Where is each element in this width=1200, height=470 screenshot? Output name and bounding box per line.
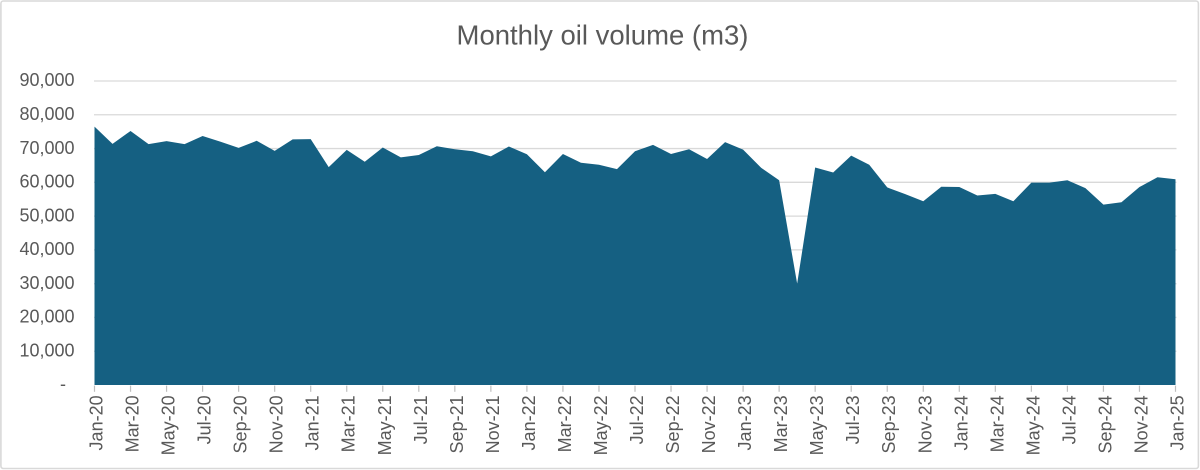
- svg-text:May-24: May-24: [1023, 395, 1043, 455]
- svg-text:May-22: May-22: [591, 395, 611, 455]
- svg-text:Nov-23: Nov-23: [915, 395, 935, 453]
- svg-text:Sep-23: Sep-23: [879, 395, 899, 453]
- svg-text:Sep-21: Sep-21: [447, 395, 467, 453]
- svg-text:Mar-24: Mar-24: [987, 395, 1007, 452]
- svg-text:40,000: 40,000: [19, 239, 74, 259]
- svg-text:10,000: 10,000: [19, 340, 74, 360]
- svg-text:Nov-22: Nov-22: [699, 395, 719, 453]
- svg-text:Jan-22: Jan-22: [519, 395, 539, 450]
- svg-text:Nov-21: Nov-21: [483, 395, 503, 453]
- svg-text:Jul-22: Jul-22: [627, 395, 647, 444]
- svg-text:50,000: 50,000: [19, 205, 74, 225]
- svg-text:May-21: May-21: [375, 395, 395, 455]
- svg-text:Nov-20: Nov-20: [267, 395, 287, 453]
- svg-text:Sep-22: Sep-22: [663, 395, 683, 453]
- svg-text:May-20: May-20: [159, 395, 179, 455]
- svg-text:-: -: [60, 374, 66, 394]
- svg-text:Mar-23: Mar-23: [771, 395, 791, 452]
- svg-text:30,000: 30,000: [19, 273, 74, 293]
- svg-text:Jan-25: Jan-25: [1168, 395, 1188, 450]
- svg-text:Jul-24: Jul-24: [1059, 395, 1079, 444]
- svg-text:Jan-20: Jan-20: [87, 395, 107, 450]
- svg-text:May-23: May-23: [807, 395, 827, 455]
- svg-text:60,000: 60,000: [19, 172, 74, 192]
- svg-text:Sep-24: Sep-24: [1095, 395, 1115, 453]
- svg-text:Mar-21: Mar-21: [339, 395, 359, 452]
- svg-text:Mar-20: Mar-20: [123, 395, 143, 452]
- svg-text:Jan-23: Jan-23: [735, 395, 755, 450]
- svg-text:Jan-21: Jan-21: [303, 395, 323, 450]
- svg-text:Jan-24: Jan-24: [951, 395, 971, 450]
- svg-text:70,000: 70,000: [19, 138, 74, 158]
- svg-text:Jul-21: Jul-21: [411, 395, 431, 444]
- svg-text:80,000: 80,000: [19, 104, 74, 124]
- svg-text:Monthly oil volume (m3): Monthly oil volume (m3): [457, 20, 749, 51]
- svg-text:Sep-20: Sep-20: [231, 395, 251, 453]
- svg-text:Jul-20: Jul-20: [195, 395, 215, 444]
- svg-text:Nov-24: Nov-24: [1131, 395, 1151, 453]
- svg-text:Jul-23: Jul-23: [843, 395, 863, 444]
- svg-text:20,000: 20,000: [19, 307, 74, 327]
- svg-text:Mar-22: Mar-22: [555, 395, 575, 452]
- svg-text:90,000: 90,000: [19, 70, 74, 90]
